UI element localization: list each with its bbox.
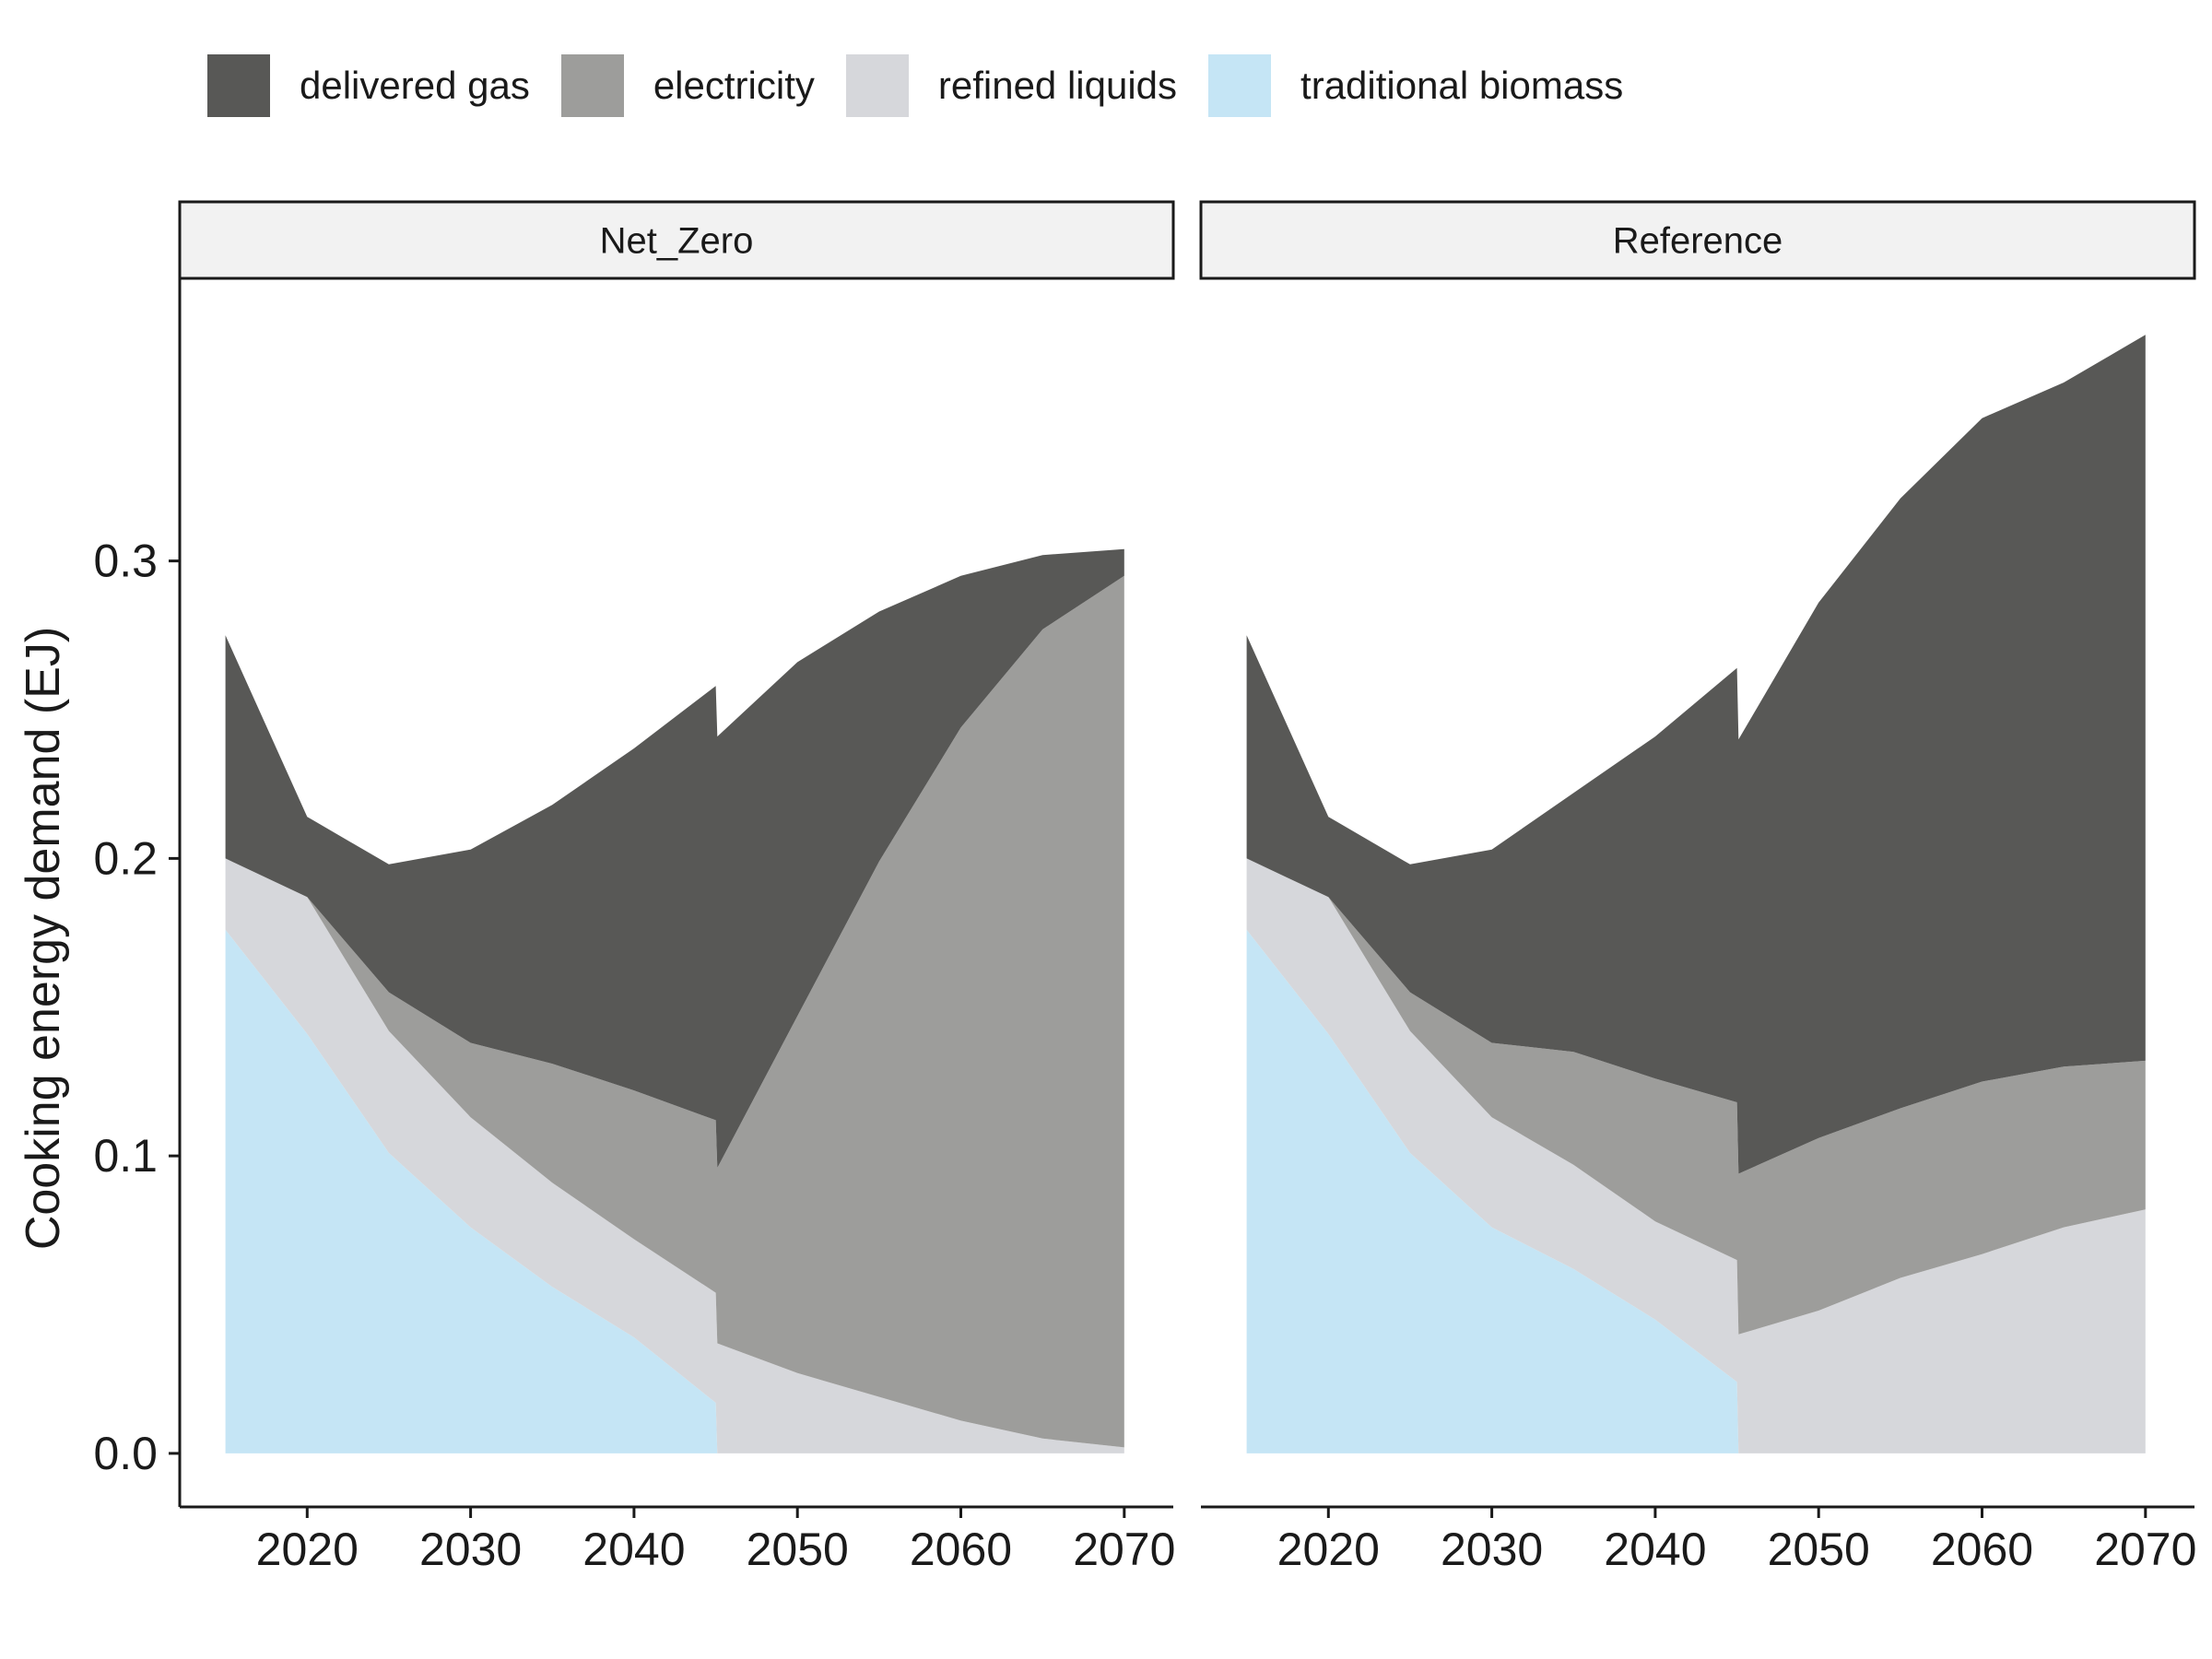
y-tick-label-2: 0.2 [93,832,158,884]
facet-strip-reference [1199,200,2196,280]
legend-item-delivered-gas: delivered gas [207,54,530,117]
x-tick-label-reference-2030: 2030 [1441,1524,1543,1575]
y-tick-label-1: 0.1 [93,1130,158,1182]
x-tick-label-net-zero-2070: 2070 [1073,1524,1175,1575]
legend: delivered gas electricity refined liquid… [207,53,1654,118]
area-net-zero-delivered-gas [225,548,1124,1169]
x-tick-label-reference-2050: 2050 [1768,1524,1870,1575]
y-tick-label-0: 0.0 [93,1428,158,1479]
area-reference-delivered-gas [1246,335,2146,1174]
legend-swatch-electricity [560,54,624,117]
legend-label-refined-liquids: refined liquids [937,64,1178,107]
legend-swatch-refined-liquids [845,54,909,117]
area-net-zero-traditional-biomass [225,929,1124,1453]
facet-strip-net-zero [178,200,1175,280]
area-reference-electricity [1246,858,2146,1335]
legend-item-refined-liquids: refined liquids [845,54,1178,117]
x-tick-label-net-zero-2020: 2020 [256,1524,359,1575]
legend-swatch-delivered-gas [207,54,270,117]
facet-label-net-zero: Net_Zero [600,221,754,262]
legend-label-electricity: electricity [653,64,815,107]
x-tick-label-reference-2070: 2070 [2094,1524,2196,1575]
x-tick-label-reference-2060: 2060 [1931,1524,2033,1575]
x-tick-label-net-zero-2040: 2040 [582,1524,685,1575]
x-tick-label-reference-2020: 2020 [1277,1524,1380,1575]
legend-item-electricity: electricity [560,54,815,117]
legend-label-delivered-gas: delivered gas [300,64,530,107]
area-net-zero-electricity [225,575,1124,1448]
legend-item-traditional-biomass: traditional biomass [1208,54,1623,117]
area-net-zero-refined-liquids [225,858,1124,1453]
y-axis-title: Cooking energy demand (EJ) [17,627,70,1250]
x-tick-label-reference-2040: 2040 [1604,1524,1706,1575]
facet-label-reference: Reference [1613,221,1783,262]
x-tick-label-net-zero-2050: 2050 [747,1524,849,1575]
legend-label-traditional-biomass: traditional biomass [1300,64,1624,107]
area-reference-refined-liquids [1246,858,2146,1453]
y-tick-label-3: 0.3 [93,535,158,587]
x-tick-label-net-zero-2030: 2030 [419,1524,522,1575]
x-tick-label-net-zero-2060: 2060 [910,1524,1012,1575]
area-reference-traditional-biomass [1246,929,2146,1453]
legend-swatch-traditional-biomass [1208,54,1272,117]
